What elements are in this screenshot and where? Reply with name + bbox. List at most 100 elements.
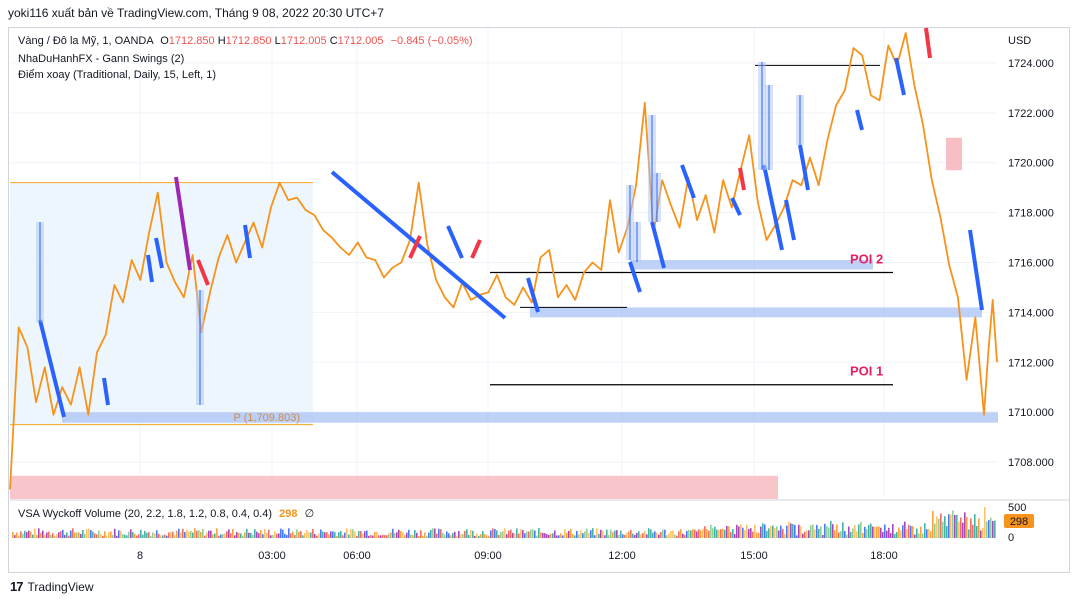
- volume-bar: [110, 531, 112, 538]
- volume-bar: [624, 535, 626, 538]
- footer-brand[interactable]: 17 TradingView: [10, 579, 94, 594]
- volume-bar: [322, 531, 324, 538]
- volume-bar: [310, 532, 312, 538]
- volume-bar: [850, 531, 852, 538]
- volume-bar: [438, 528, 440, 538]
- low-value: 1712.005: [280, 35, 327, 47]
- volume-bar: [258, 533, 260, 538]
- volume-bar: [410, 534, 412, 538]
- volume-bar: [426, 535, 428, 538]
- volume-bar: [260, 530, 262, 538]
- volume-bar: [712, 528, 714, 538]
- volume-bar: [80, 533, 82, 538]
- volume-bar: [690, 530, 692, 538]
- volume-bar: [922, 533, 924, 538]
- volume-bar: [144, 531, 146, 538]
- volume-bar: [812, 524, 814, 538]
- high-value: 1712.850: [225, 35, 272, 47]
- symbol-legend[interactable]: Vàng / Đô la Mỹ, 1, OANDA O1712.850 H171…: [18, 35, 473, 47]
- volume-bar: [610, 529, 612, 538]
- volume-bar: [750, 528, 752, 538]
- volume-bar: [852, 528, 854, 538]
- volume-bar: [756, 532, 758, 538]
- gann-swing-segment: [738, 167, 746, 191]
- volume-bar: [666, 535, 668, 538]
- volume-bar: [700, 530, 702, 538]
- volume-bar: [714, 526, 716, 538]
- volume-bar: [502, 531, 504, 538]
- indicator-gann-legend[interactable]: NhaDuHanhFX - Gann Swings (2): [18, 53, 185, 65]
- volume-bar: [612, 532, 614, 538]
- volume-bar: [112, 534, 114, 538]
- volume-bar: [456, 535, 458, 538]
- volume-bar: [60, 531, 62, 538]
- volume-bar: [188, 531, 190, 538]
- volume-bar: [564, 529, 566, 538]
- volume-bar: [658, 534, 660, 538]
- volume-bar: [874, 527, 876, 538]
- volume-bar: [130, 529, 132, 538]
- volume-bar: [346, 528, 348, 538]
- volume-bar: [562, 535, 564, 538]
- volume-bar: [584, 531, 586, 538]
- volume-bar: [92, 531, 94, 538]
- volume-bar: [704, 526, 706, 538]
- volume-bar: [74, 532, 76, 538]
- volume-bar: [708, 530, 710, 538]
- volume-bar: [202, 528, 204, 538]
- volume-bar: [462, 534, 464, 538]
- volume-bar: [574, 535, 576, 538]
- volume-bar: [58, 532, 60, 538]
- volume-bar: [468, 534, 470, 538]
- volume-bar: [140, 529, 142, 538]
- volume-bar: [896, 531, 898, 538]
- volume-bar: [932, 510, 934, 538]
- volume-bar: [706, 528, 708, 538]
- volume-bar: [806, 530, 808, 538]
- volume-bar: [566, 532, 568, 538]
- volume-bar: [784, 533, 786, 538]
- volume-bar: [106, 535, 108, 538]
- volume-bar: [256, 531, 258, 538]
- volume-bar: [168, 532, 170, 538]
- volume-bar: [386, 535, 388, 538]
- volume-bar: [246, 528, 248, 538]
- volume-bar: [338, 532, 340, 538]
- volume-bar: [724, 529, 726, 538]
- volume-bar: [54, 535, 56, 538]
- volume-bar: [142, 534, 144, 538]
- volume-bar: [920, 526, 922, 538]
- volume-bar: [992, 520, 994, 538]
- volume-bar: [500, 531, 502, 538]
- volume-bar: [860, 521, 862, 538]
- volume-bar: [312, 528, 314, 538]
- volume-extra: ∅: [304, 508, 315, 520]
- poi-label: POI 2: [850, 251, 883, 266]
- y-tick-label: 1718.000: [1008, 208, 1054, 220]
- volume-bar: [878, 526, 880, 538]
- volume-bar: [692, 529, 694, 538]
- chart-area[interactable]: [8, 27, 1070, 573]
- volume-bar: [616, 530, 618, 538]
- volume-bar: [104, 531, 106, 538]
- volume-bar: [94, 533, 96, 538]
- volume-bar: [894, 533, 896, 538]
- volume-bar: [740, 524, 742, 538]
- volume-bar: [424, 532, 426, 538]
- volume-bar: [506, 534, 508, 538]
- volume-bar: [364, 531, 366, 538]
- volume-bar: [170, 531, 172, 538]
- gann-swing-segment: [762, 164, 784, 251]
- volume-legend[interactable]: VSA Wyckoff Volume (20, 2.2, 1.8, 1.2, 0…: [18, 507, 314, 520]
- volume-bar: [200, 531, 202, 538]
- volume-bar: [268, 529, 270, 538]
- volume-bar: [56, 534, 58, 538]
- indicator-pivot-legend[interactable]: Điểm xoay (Traditional, Daily, 15, Left,…: [18, 69, 217, 81]
- volume-bar: [738, 526, 740, 538]
- volume-bar: [236, 532, 238, 538]
- volume-bar: [648, 528, 650, 538]
- gann-swing-segment: [146, 254, 154, 283]
- volume-bar: [20, 531, 22, 538]
- volume-bar: [744, 530, 746, 538]
